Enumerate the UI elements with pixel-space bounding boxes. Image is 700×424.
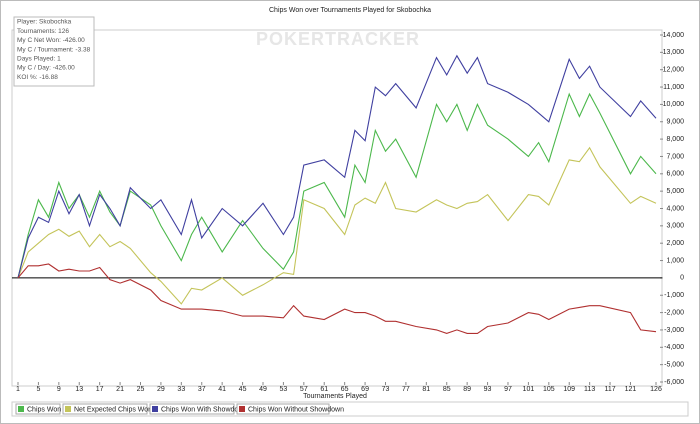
plot-area bbox=[11, 29, 663, 387]
x-tick-label: 81 bbox=[422, 386, 430, 393]
y-tick-label: -2,000 bbox=[664, 309, 684, 316]
info-line: Tournaments: 126 bbox=[17, 28, 69, 35]
x-tick-label: 9 bbox=[57, 386, 61, 393]
x-tick-label: 33 bbox=[177, 386, 185, 393]
x-tick-label: 57 bbox=[300, 386, 308, 393]
x-axis-label: Tournaments Played bbox=[303, 393, 367, 400]
y-tick-label: 8,000 bbox=[666, 136, 684, 143]
y-tick-label: -5,000 bbox=[664, 361, 684, 368]
info-box bbox=[13, 16, 95, 87]
info-line: KOI %: -16.88 bbox=[17, 74, 58, 81]
y-tick-label: 3,000 bbox=[666, 223, 684, 230]
x-tick-label: 73 bbox=[382, 386, 390, 393]
y-tick-label: 10,000 bbox=[663, 101, 685, 108]
info-line: My C Net Won: -426.00 bbox=[17, 37, 85, 44]
series-line bbox=[17, 146, 657, 305]
legend-label: Chips Won With Showdown bbox=[161, 406, 247, 413]
x-tick-label: 101 bbox=[523, 386, 535, 393]
legend-label: Chips Won Without Showdown bbox=[248, 406, 344, 413]
x-tick-label: 77 bbox=[402, 386, 410, 393]
y-tick-label: 6,000 bbox=[666, 171, 684, 178]
x-tick-label: 65 bbox=[341, 386, 349, 393]
y-tick-label: 7,000 bbox=[666, 153, 684, 160]
x-tick-label: 121 bbox=[625, 386, 637, 393]
y-tick-label: 14,000 bbox=[663, 32, 685, 39]
series-line bbox=[17, 263, 657, 334]
x-tick-label: 45 bbox=[239, 386, 247, 393]
x-tick-label: 37 bbox=[198, 386, 206, 393]
x-tick-label: 29 bbox=[157, 386, 165, 393]
y-tick-label: 2,000 bbox=[666, 240, 684, 247]
y-tick-label: 12,000 bbox=[663, 67, 685, 74]
series-line bbox=[17, 54, 657, 279]
y-tick-label: 13,000 bbox=[663, 49, 685, 56]
x-tick-label: 85 bbox=[443, 386, 451, 393]
y-tick-label: 5,000 bbox=[666, 188, 684, 195]
y-tick-label: 4,000 bbox=[666, 205, 684, 212]
y-tick-label: -1,000 bbox=[664, 292, 684, 299]
y-tick-label: -4,000 bbox=[664, 344, 684, 351]
x-tick-label: 109 bbox=[563, 386, 575, 393]
info-line: My C / Tournament: -3.38 bbox=[17, 46, 91, 53]
legend-label: Net Expected Chips Won bbox=[74, 406, 152, 413]
info-line: My C / Day: -426.00 bbox=[17, 65, 75, 72]
legend-swatch bbox=[152, 406, 158, 412]
info-line: Days Played: 1 bbox=[17, 56, 61, 63]
chart-title: Chips Won over Tournaments Played for Sk… bbox=[269, 7, 431, 14]
x-tick-label: 13 bbox=[75, 386, 83, 393]
y-tick-label: 11,000 bbox=[663, 84, 684, 91]
x-tick-label: 53 bbox=[280, 386, 288, 393]
x-tick-label: 126 bbox=[650, 386, 662, 393]
y-tick-label: -6,000 bbox=[664, 379, 684, 386]
x-tick-label: 25 bbox=[137, 386, 145, 393]
x-tick-label: 105 bbox=[543, 386, 555, 393]
legend-item bbox=[236, 403, 330, 415]
legend-item bbox=[62, 403, 148, 415]
x-tick-label: 113 bbox=[584, 386, 595, 393]
legend-swatch bbox=[239, 406, 245, 412]
x-tick-label: 41 bbox=[218, 386, 226, 393]
info-line: Player: Skobochka bbox=[17, 19, 72, 26]
legend-item bbox=[149, 403, 235, 415]
x-tick-label: 49 bbox=[259, 386, 267, 393]
legend-swatch bbox=[65, 406, 71, 412]
x-tick-label: 97 bbox=[504, 386, 512, 393]
x-tick-label: 17 bbox=[96, 386, 104, 393]
watermark: POKERTRACKER bbox=[256, 29, 420, 49]
series-line bbox=[17, 92, 657, 279]
legend-item bbox=[15, 403, 61, 415]
y-tick-label: -3,000 bbox=[664, 327, 684, 334]
x-tick-label: 61 bbox=[320, 386, 328, 393]
x-tick-label: 69 bbox=[361, 386, 369, 393]
legend-swatch bbox=[18, 406, 24, 412]
y-tick-label: 1,000 bbox=[666, 257, 684, 264]
x-tick-label: 93 bbox=[484, 386, 492, 393]
x-tick-label: 89 bbox=[463, 386, 471, 393]
y-tick-label: 0 bbox=[680, 275, 684, 282]
x-tick-label: 117 bbox=[604, 386, 615, 393]
y-tick-label: 9,000 bbox=[666, 119, 684, 126]
x-tick-label: 5 bbox=[36, 386, 40, 393]
legend-label: Chips Won bbox=[27, 406, 61, 413]
x-tick-label: 1 bbox=[16, 386, 20, 393]
x-tick-label: 21 bbox=[116, 386, 124, 393]
